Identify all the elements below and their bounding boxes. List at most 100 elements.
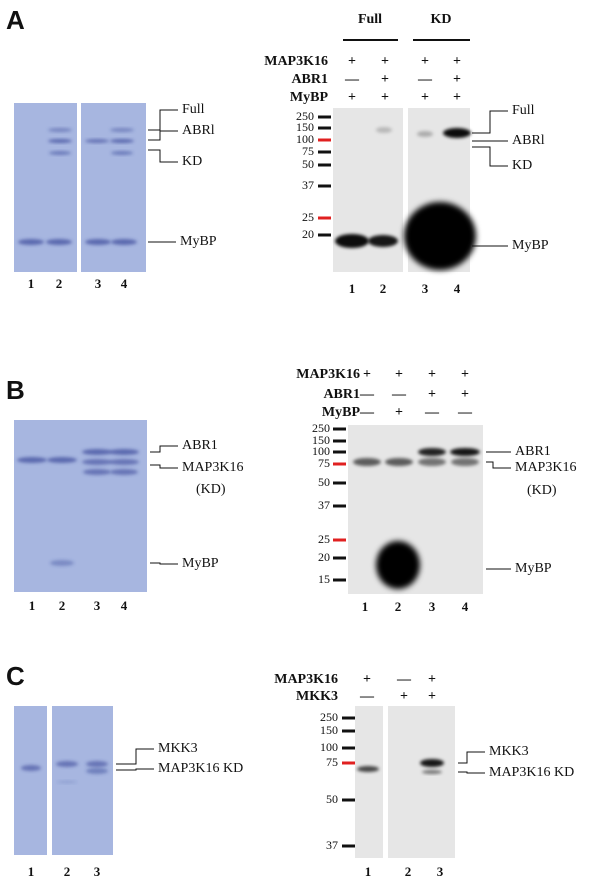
blot-label: MAP3K16 <box>515 460 576 475</box>
panel-letter: A <box>6 5 25 35</box>
leader-line <box>150 464 178 469</box>
marker-label: 250 <box>320 710 338 724</box>
blot-band <box>376 127 392 133</box>
marker-label: 150 <box>320 723 338 737</box>
treatment-sign: — <box>417 72 433 87</box>
treatment-sign: + <box>348 54 356 69</box>
lane-number: 1 <box>28 276 35 291</box>
lane-number: 1 <box>29 598 36 613</box>
stain-label: Full <box>182 102 205 117</box>
treatment-sign: + <box>395 405 403 420</box>
treatment-sign: — <box>359 405 375 420</box>
lane-number: 1 <box>362 599 369 614</box>
gel-band <box>111 239 137 245</box>
marker-label: 37 <box>326 838 338 852</box>
marker-label: 50 <box>326 792 338 806</box>
treatment-sign: + <box>395 367 403 382</box>
lane-number: 4 <box>121 276 128 291</box>
stain-label: MAP3K16 KD <box>158 761 243 776</box>
gel-band <box>85 239 111 245</box>
lane-number: 3 <box>94 864 101 879</box>
marker-label: 100 <box>312 444 330 458</box>
blot-label: KD <box>512 158 532 173</box>
marker-label: 25 <box>302 210 314 224</box>
leader-line <box>150 562 178 565</box>
gel-band <box>86 761 108 767</box>
treatment-name: ABR1 <box>291 72 328 87</box>
blot-band <box>418 448 446 456</box>
leader-line <box>116 748 154 765</box>
lane-number: 1 <box>365 864 372 879</box>
treatment-sign: + <box>381 72 389 87</box>
blot-band <box>357 766 379 772</box>
panel-letter: B <box>6 375 25 405</box>
group-header: Full <box>358 12 382 27</box>
treatment-sign: + <box>453 54 461 69</box>
gel-band <box>86 768 108 774</box>
lane-number: 3 <box>95 276 102 291</box>
treatment-name: MAP3K16 <box>274 672 338 687</box>
treatment-name: MyBP <box>290 90 329 105</box>
treatment-sign: + <box>400 689 408 704</box>
treatment-sign: + <box>461 367 469 382</box>
gel-band <box>18 239 44 245</box>
blot-band <box>418 458 446 466</box>
lane-number: 2 <box>380 281 387 296</box>
blot-band <box>417 131 433 137</box>
blot <box>333 108 403 272</box>
treatment-sign: + <box>348 90 356 105</box>
lane-number: 4 <box>121 598 128 613</box>
marker-label: 50 <box>318 475 330 489</box>
treatment-sign: + <box>363 367 371 382</box>
gel-band <box>110 128 134 132</box>
blot-label: MAP3K16 KD <box>489 765 574 780</box>
lane-number: 2 <box>64 864 71 879</box>
leader-line <box>458 771 485 774</box>
blot-band <box>353 458 381 466</box>
gel-band <box>50 560 74 566</box>
marker-label: 20 <box>318 550 330 564</box>
blot-band <box>376 541 420 589</box>
treatment-sign: — <box>424 405 440 420</box>
treatment-sign: — <box>396 672 412 687</box>
treatment-sign: + <box>381 90 389 105</box>
leader-line <box>472 146 508 167</box>
treatment-sign: + <box>428 367 436 382</box>
lane-number: 1 <box>349 281 356 296</box>
treatment-sign: — <box>391 387 407 402</box>
blot-label: MyBP <box>512 238 549 253</box>
blot-label: MKK3 <box>489 744 529 759</box>
blot-label: ABR1 <box>515 444 551 459</box>
marker-label: 20 <box>302 227 314 241</box>
gel-band <box>83 469 111 475</box>
stain-label: MAP3K16 <box>182 460 243 475</box>
blot-band <box>450 448 480 456</box>
treatment-sign: + <box>363 672 371 687</box>
gel-band <box>82 459 112 465</box>
lane-number: 4 <box>454 281 461 296</box>
blot-band <box>443 128 471 138</box>
blot-band <box>422 770 442 774</box>
gel-band <box>110 469 138 475</box>
stained-gel <box>14 103 77 272</box>
treatment-sign: — <box>359 387 375 402</box>
treatment-sign: + <box>421 90 429 105</box>
blot-band <box>335 234 369 248</box>
treatment-sign: — <box>344 72 360 87</box>
blot-band <box>368 235 398 247</box>
gel-band <box>46 239 72 245</box>
treatment-sign: + <box>428 672 436 687</box>
blot-band <box>451 458 479 466</box>
gel-band <box>21 765 41 771</box>
blot-label: MyBP <box>515 561 552 576</box>
leader-line <box>148 130 178 141</box>
treatment-sign: + <box>453 90 461 105</box>
marker-label: 75 <box>302 144 314 158</box>
lane-number: 3 <box>437 864 444 879</box>
blot-band <box>404 202 476 270</box>
gel-band <box>111 151 133 155</box>
group-header: KD <box>431 12 452 27</box>
stain-label: MyBP <box>180 234 217 249</box>
gel-band <box>48 139 72 143</box>
marker-label: 50 <box>302 157 314 171</box>
